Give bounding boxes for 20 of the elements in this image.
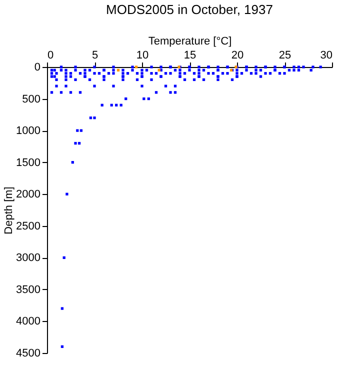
- x-axis-title: Temperature [°C]: [148, 36, 232, 48]
- x-tick-label: 5: [92, 50, 98, 62]
- y-tick-label: 3000: [16, 252, 40, 264]
- x-tick-label: 20: [231, 50, 244, 62]
- chart-title: MODS2005 in October, 1937: [106, 2, 273, 17]
- x-tick-label: 30: [320, 50, 332, 62]
- y-tick-label: 4500: [16, 348, 40, 360]
- y-tick-label: 1500: [16, 156, 40, 169]
- x-tick-label: 0: [48, 50, 54, 62]
- y-tick-label: 2500: [16, 220, 40, 232]
- y-tick-label: 2000: [16, 188, 40, 201]
- x-tick-label: 25: [278, 50, 292, 62]
- x-tick-label: 15: [184, 50, 196, 62]
- y-tick-label: 500: [22, 93, 40, 106]
- y-axis-title: Depth [m]: [3, 186, 16, 234]
- y-tick-label: 1000: [16, 125, 40, 138]
- x-tick-label: 10: [136, 50, 149, 62]
- y-tick-label: 0: [34, 62, 40, 74]
- y-tick-label: 3500: [16, 284, 40, 296]
- y-tick-label: 4000: [16, 316, 40, 328]
